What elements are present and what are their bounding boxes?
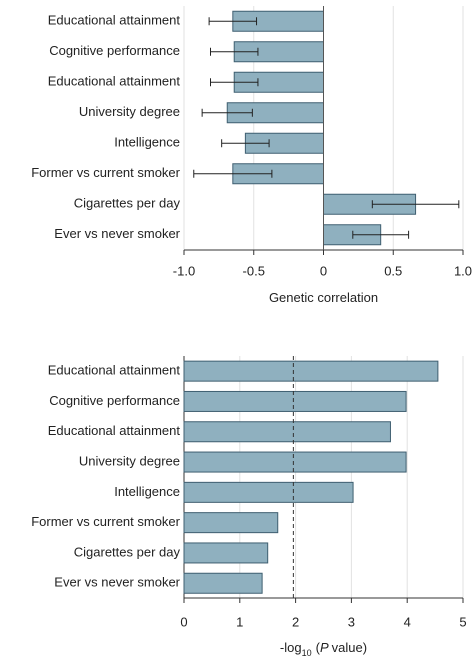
x-tick-label: 3 — [348, 614, 355, 629]
y-tick-label: Cognitive performance — [49, 43, 180, 58]
x-axis-label: -log10 (P value) — [280, 640, 367, 658]
y-tick-label: University degree — [79, 453, 180, 468]
x-axis-label-part: -log — [280, 640, 302, 655]
x-tick-label: 0 — [180, 614, 187, 629]
error-bar — [352, 230, 410, 239]
x-tick-label: 1 — [236, 614, 243, 629]
y-tick-label: Former vs current smoker — [31, 165, 180, 180]
bar — [183, 390, 407, 412]
bar — [183, 572, 263, 594]
y-tick-label: Cigarettes per day — [74, 196, 181, 211]
x-tick-label: 5 — [459, 614, 466, 629]
y-tick-label: Cigarettes per day — [74, 544, 181, 559]
x-tick-label: -1.0 — [173, 263, 195, 278]
y-tick-label: Intelligence — [114, 135, 180, 150]
y-tick-label: Educational attainment — [48, 13, 181, 28]
x-tick-label: -0.5 — [243, 263, 265, 278]
y-tick-label: Educational attainment — [48, 423, 181, 438]
error-bar — [193, 169, 273, 178]
x-tick-label: 2 — [292, 614, 299, 629]
bar — [183, 481, 354, 503]
x-axis-label-part: 10 — [302, 648, 312, 658]
error-bar — [371, 200, 460, 209]
x-axis-label-part: P — [320, 640, 329, 655]
y-tick-label: Ever vs never smoker — [54, 575, 180, 590]
error-bar — [208, 17, 258, 26]
x-tick-label: 4 — [404, 614, 411, 629]
y-tick-label: Ever vs never smoker — [54, 226, 180, 241]
x-axis-label-part: value) — [332, 640, 367, 655]
x-axis-label-part: ( — [316, 640, 321, 655]
x-axis-label: Genetic correlation — [269, 290, 378, 305]
y-tick-label: Cognitive performance — [49, 393, 180, 408]
x-tick-label: 0.5 — [384, 263, 402, 278]
error-bar — [210, 47, 259, 56]
bar — [183, 360, 439, 382]
error-bar — [221, 139, 270, 148]
bar — [183, 542, 269, 564]
y-tick-label: Educational attainment — [48, 74, 181, 89]
x-axis-label-part: Genetic correlation — [269, 290, 378, 305]
y-tick-label: Intelligence — [114, 484, 180, 499]
y-tick-label: Educational attainment — [48, 363, 181, 378]
y-tick-label: University degree — [79, 104, 180, 119]
bar — [183, 512, 279, 534]
x-tick-label: 0 — [320, 263, 327, 278]
bar — [183, 451, 407, 473]
y-tick-label: Former vs current smoker — [31, 514, 180, 529]
x-tick-label: 1.0 — [454, 263, 472, 278]
error-bar — [210, 78, 259, 87]
error-bar — [201, 108, 253, 117]
bar — [183, 421, 391, 443]
